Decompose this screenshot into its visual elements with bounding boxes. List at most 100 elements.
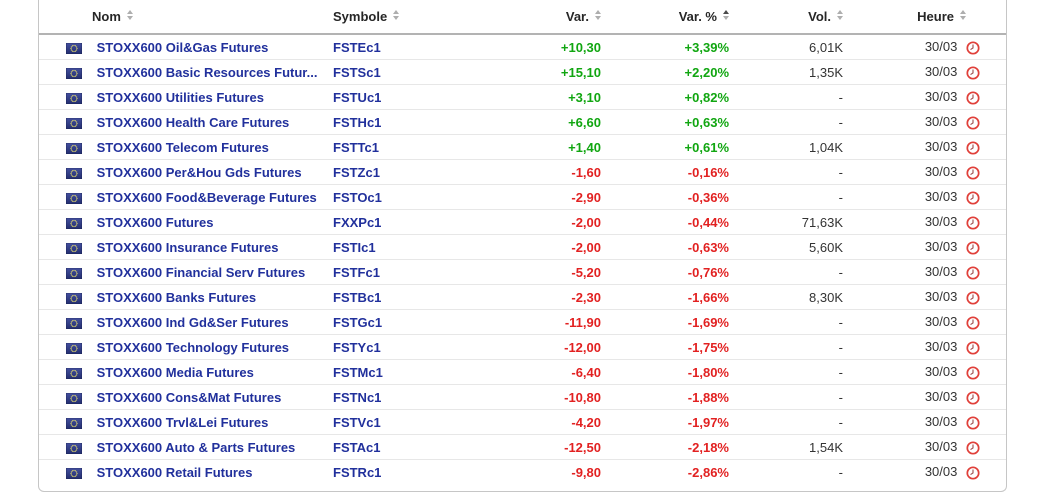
col-header-symbole-label: Symbole xyxy=(333,9,388,24)
var-pct-value: -1,75% xyxy=(601,334,729,360)
col-header-vol[interactable]: Vol. xyxy=(729,0,843,35)
eu-flag-icon xyxy=(65,317,83,329)
var-value: -2,30 xyxy=(499,284,601,310)
clock-icon xyxy=(966,466,980,480)
col-header-var-label: Var. xyxy=(565,9,589,24)
eu-flag-icon xyxy=(65,142,83,154)
col-header-symbole[interactable]: Symbole xyxy=(333,0,499,35)
clock-icon xyxy=(966,266,980,280)
var-pct-value: -1,69% xyxy=(601,309,729,335)
var-value: +15,10 xyxy=(499,59,601,85)
var-pct-value: -2,86% xyxy=(601,459,729,484)
symbol-link[interactable]: FSTHc1 xyxy=(333,114,382,130)
col-header-var[interactable]: Var. xyxy=(499,0,601,35)
table-row: STOXX600 Futures FXXPc1 -2,00 -0,44% 71,… xyxy=(39,209,1006,235)
symbol-link[interactable]: FSTNc1 xyxy=(333,389,382,405)
volume-value: - xyxy=(729,459,843,484)
symbol-link[interactable]: FSTUc1 xyxy=(333,89,382,105)
var-pct-value: -0,44% xyxy=(601,209,729,235)
sort-arrows-icon[interactable] xyxy=(595,10,601,20)
time-value: 30/03 xyxy=(924,189,958,205)
clock-icon xyxy=(966,241,980,255)
instrument-name-link[interactable]: STOXX600 Banks Futures xyxy=(96,289,257,305)
eu-flag-icon xyxy=(65,42,83,54)
var-pct-value: +0,63% xyxy=(601,109,729,135)
symbol-link[interactable]: FSTYc1 xyxy=(333,339,381,355)
time-value: 30/03 xyxy=(924,289,958,305)
col-header-nom[interactable]: Nom xyxy=(39,0,333,35)
eu-flag-icon xyxy=(65,242,83,254)
symbol-link[interactable]: FSTOc1 xyxy=(333,189,382,205)
instrument-name-link[interactable]: STOXX600 Auto & Parts Futures xyxy=(96,439,296,455)
eu-flag-icon xyxy=(65,192,83,204)
clock-icon xyxy=(966,66,980,80)
var-pct-value: -0,36% xyxy=(601,184,729,210)
volume-value: 71,63K xyxy=(729,209,843,235)
volume-value: - xyxy=(729,184,843,210)
sort-arrows-icon[interactable] xyxy=(960,10,966,20)
sort-arrows-icon[interactable] xyxy=(393,10,400,20)
var-value: +10,30 xyxy=(499,33,601,60)
eu-flag-icon xyxy=(65,67,83,79)
var-value: +3,10 xyxy=(499,84,601,110)
col-header-var-pct[interactable]: Var. % xyxy=(601,0,729,35)
symbol-link[interactable]: FSTEc1 xyxy=(333,39,381,55)
symbol-link[interactable]: FSTZc1 xyxy=(333,164,380,180)
instrument-name-link[interactable]: STOXX600 Trvl&Lei Futures xyxy=(96,414,269,430)
var-value: -9,80 xyxy=(499,459,601,484)
time-value: 30/03 xyxy=(924,314,958,330)
sort-arrows-icon[interactable] xyxy=(723,10,729,20)
var-pct-value: -2,18% xyxy=(601,434,729,460)
instrument-name-link[interactable]: STOXX600 Utilities Futures xyxy=(96,89,264,105)
symbol-link[interactable]: FSTBc1 xyxy=(333,289,382,305)
eu-flag-icon xyxy=(65,367,83,379)
instrument-name-link[interactable]: STOXX600 Futures xyxy=(96,214,214,230)
eu-flag-icon xyxy=(65,292,83,304)
symbol-link[interactable]: FSTGc1 xyxy=(333,314,383,330)
symbol-link[interactable]: FSTMc1 xyxy=(333,364,383,380)
table-row: STOXX600 Health Care Futures FSTHc1 +6,6… xyxy=(39,109,1006,135)
volume-value: 1,35K xyxy=(729,59,843,85)
symbol-link[interactable]: FSTFc1 xyxy=(333,264,380,280)
instrument-name-link[interactable]: STOXX600 Health Care Futures xyxy=(96,114,290,130)
var-pct-value: -1,88% xyxy=(601,384,729,410)
table-row: STOXX600 Technology Futures FSTYc1 -12,0… xyxy=(39,334,1006,360)
symbol-link[interactable]: FSTRc1 xyxy=(333,464,382,480)
instrument-name-link[interactable]: STOXX600 Financial Serv Futures xyxy=(96,264,306,280)
clock-icon xyxy=(966,391,980,405)
instrument-name-link[interactable]: STOXX600 Insurance Futures xyxy=(96,239,279,255)
var-value: -2,00 xyxy=(499,209,601,235)
clock-icon xyxy=(966,316,980,330)
time-value: 30/03 xyxy=(924,439,958,455)
symbol-link[interactable]: FSTIc1 xyxy=(333,239,376,255)
table-row: STOXX600 Insurance Futures FSTIc1 -2,00 … xyxy=(39,234,1006,260)
instrument-name-link[interactable]: STOXX600 Ind Gd&Ser Futures xyxy=(96,314,289,330)
symbol-link[interactable]: FSTSc1 xyxy=(333,64,381,80)
eu-flag-icon xyxy=(65,117,83,129)
instrument-name-link[interactable]: STOXX600 Technology Futures xyxy=(96,339,290,355)
col-header-heure[interactable]: Heure xyxy=(843,0,1006,35)
sort-arrows-icon[interactable] xyxy=(837,10,843,20)
instrument-name-link[interactable]: STOXX600 Telecom Futures xyxy=(96,139,269,155)
instrument-name-link[interactable]: STOXX600 Retail Futures xyxy=(96,464,253,480)
var-value: -12,00 xyxy=(499,334,601,360)
symbol-link[interactable]: FSTVc1 xyxy=(333,414,381,430)
sort-arrows-icon[interactable] xyxy=(126,10,133,20)
futures-table: Nom Symbole Var. Var. % Vol. Heure xyxy=(39,0,1006,484)
symbol-link[interactable]: FSTAc1 xyxy=(333,439,381,455)
volume-value: - xyxy=(729,359,843,385)
instrument-name-link[interactable]: STOXX600 Per&Hou Gds Futures xyxy=(96,164,302,180)
symbol-link[interactable]: FSTTc1 xyxy=(333,139,379,155)
var-pct-value: +0,61% xyxy=(601,134,729,160)
var-pct-value: +3,39% xyxy=(601,33,729,60)
instrument-name-link[interactable]: STOXX600 Media Futures xyxy=(96,364,254,380)
instrument-name-link[interactable]: STOXX600 Cons&Mat Futures xyxy=(96,389,282,405)
instrument-name-link[interactable]: STOXX600 Oil&Gas Futures xyxy=(96,39,269,55)
instrument-name-link[interactable]: STOXX600 Basic Resources Futur... xyxy=(96,64,318,80)
var-pct-value: -1,97% xyxy=(601,409,729,435)
instrument-name-link[interactable]: STOXX600 Food&Beverage Futures xyxy=(96,189,317,205)
time-value: 30/03 xyxy=(924,339,958,355)
table-row: STOXX600 Basic Resources Futur... FSTSc1… xyxy=(39,59,1006,85)
symbol-link[interactable]: FXXPc1 xyxy=(333,214,382,230)
time-value: 30/03 xyxy=(924,389,958,405)
